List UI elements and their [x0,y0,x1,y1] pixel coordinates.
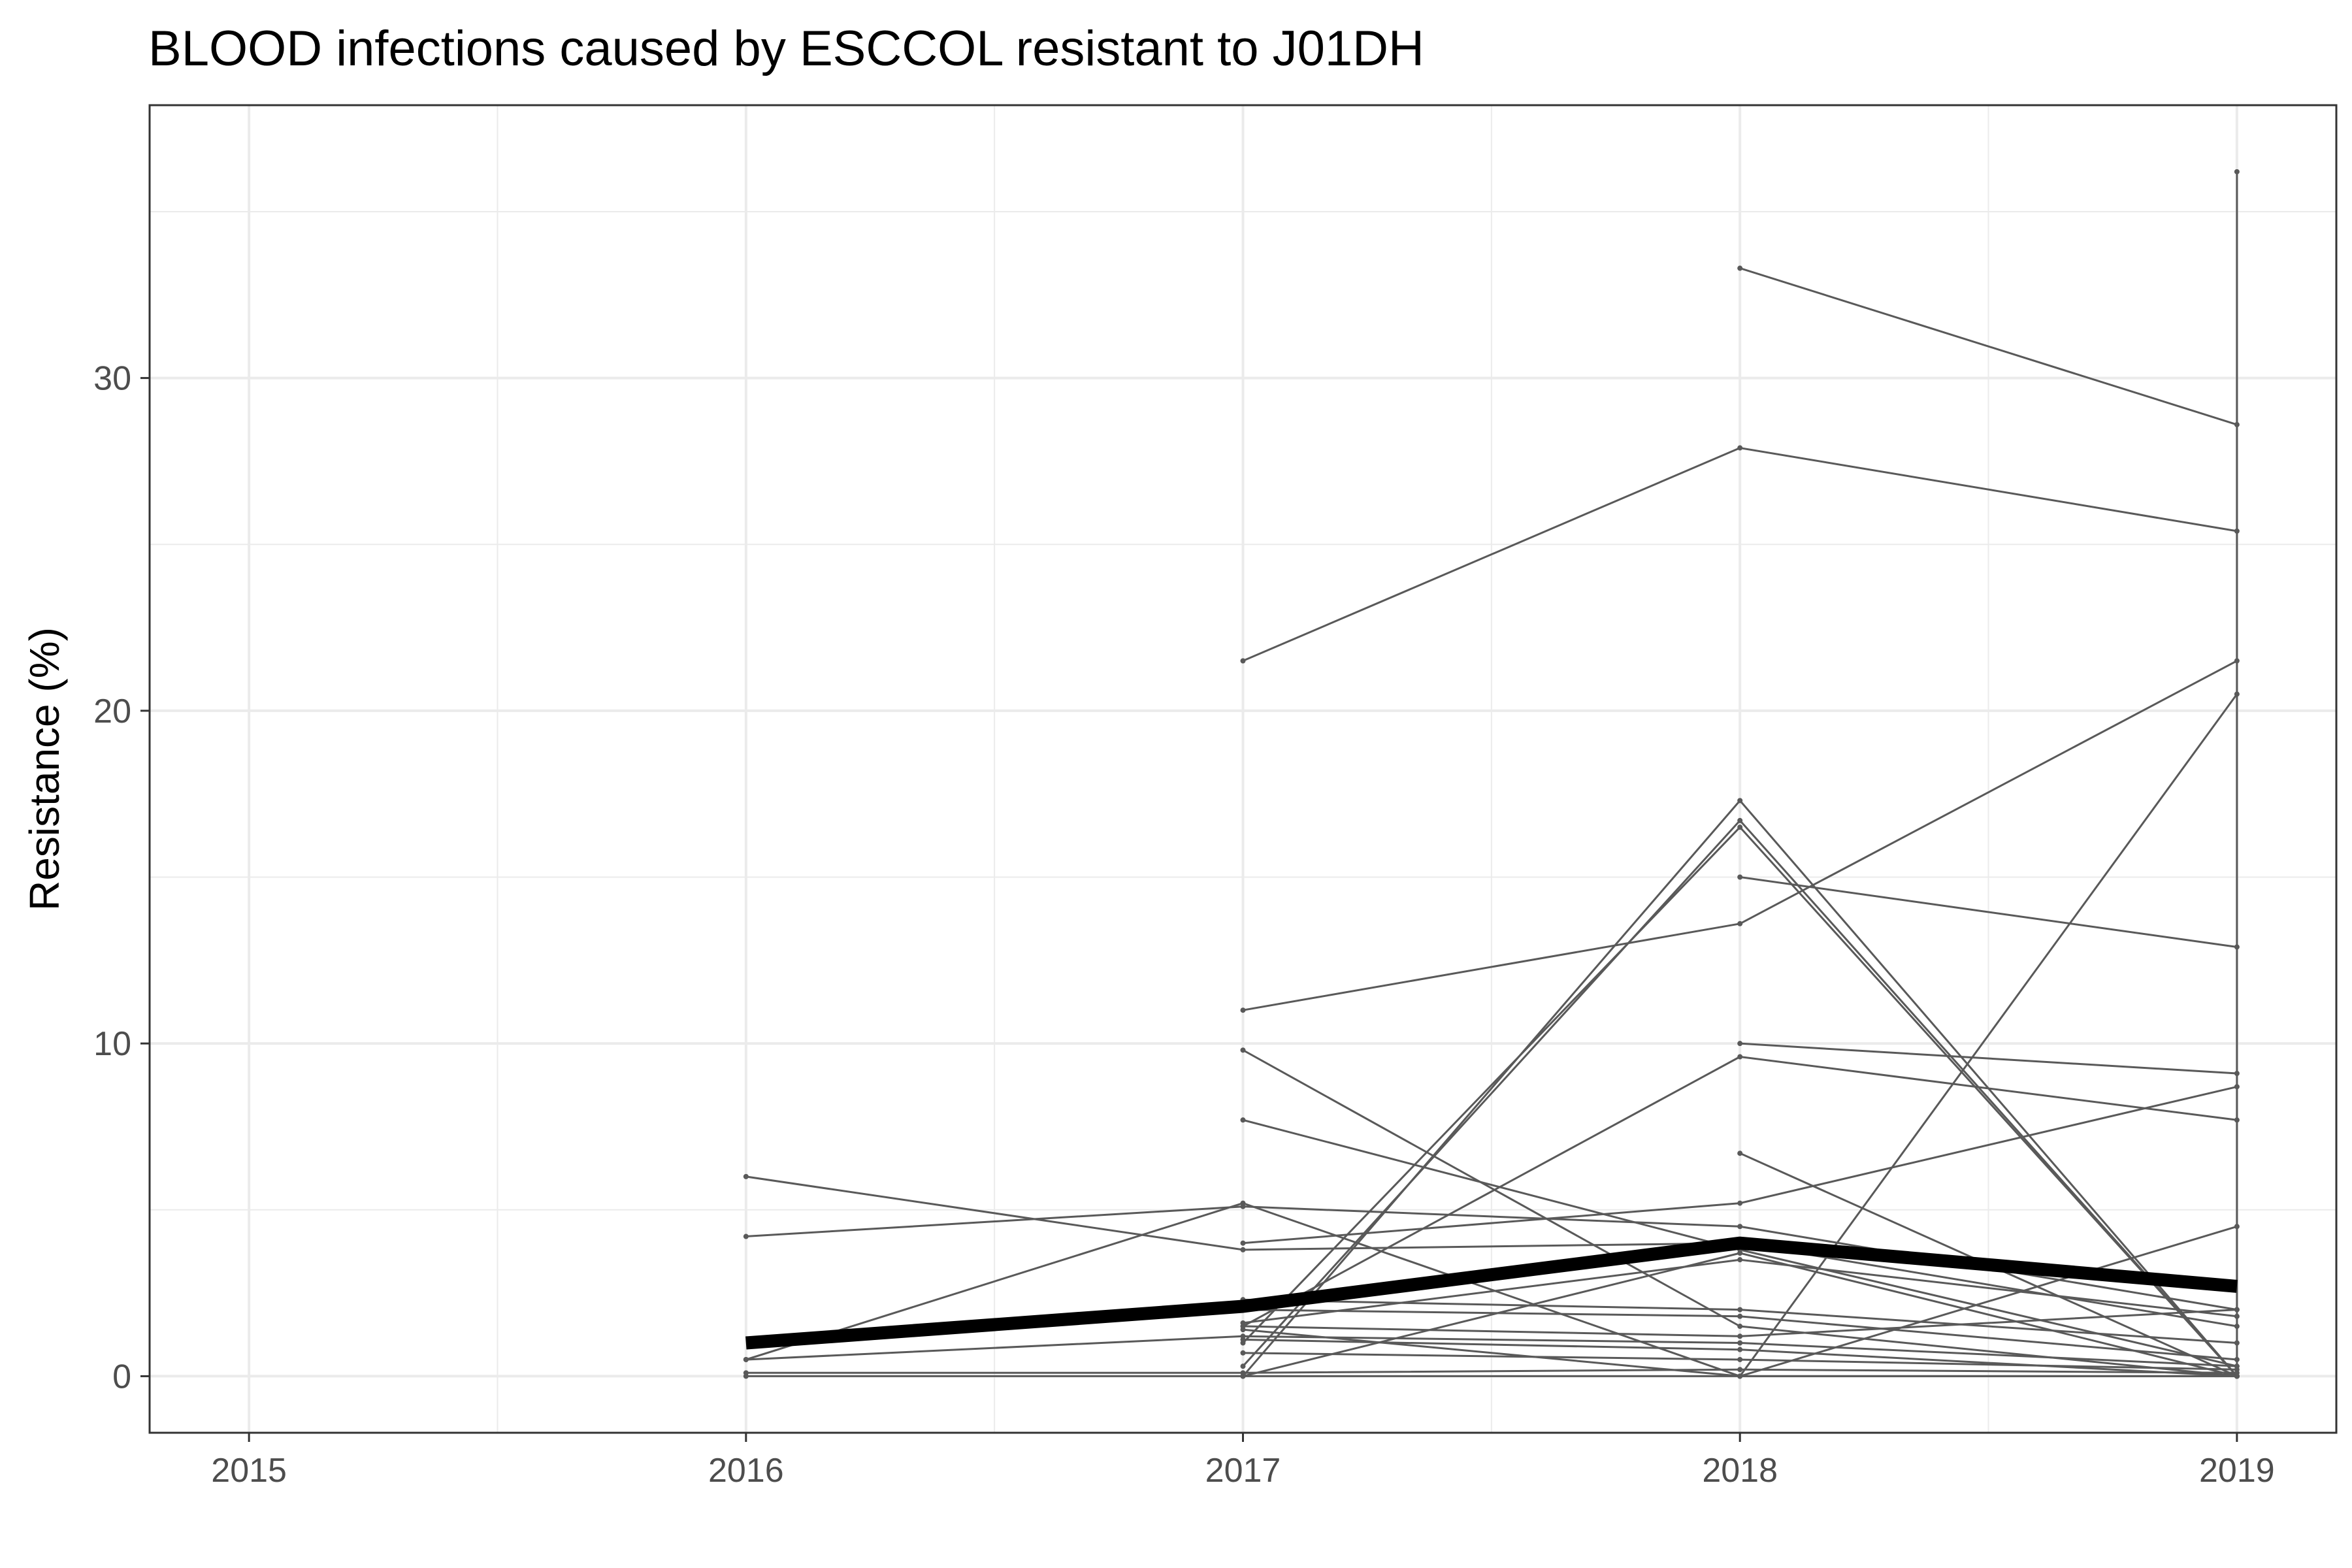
y-axis: 0 10 20 30 [93,360,150,1396]
x-tick-label: 2019 [2199,1452,2275,1490]
y-tick-label: 30 [93,360,131,398]
series-point [2234,169,2240,174]
series-point [1737,1324,1743,1330]
series-point [1737,874,1743,880]
series-line [1739,693,2238,1377]
y-tick-label: 20 [93,693,131,730]
thin-series-group [743,169,2240,1379]
series-point [1737,1224,1743,1230]
series-point [1737,798,1743,804]
x-tick-label: 2016 [708,1452,784,1490]
series-point [1737,1313,1743,1319]
series-line [1740,1042,2237,1075]
series-point [1737,1200,1743,1206]
series-point [1240,1200,1246,1206]
y-tick-label: 10 [93,1025,131,1063]
series-point [1737,445,1743,451]
series-line [1739,876,2238,948]
series-point [1737,1333,1743,1339]
series-point [1240,1324,1246,1330]
series-point [2234,1373,2240,1379]
series-point [1737,1151,1743,1156]
plot-panel [148,104,2338,1434]
series-point [1737,1347,1743,1352]
series-point [743,1173,749,1179]
x-axis: 2015 2016 2017 2018 2019 [211,1433,2275,1490]
series-point [1737,1340,1743,1346]
series-point [1737,1257,1743,1263]
series-point [1737,1054,1743,1060]
series-point [1240,1047,1246,1053]
series-point [1240,1337,1246,1343]
series-point [1737,1041,1743,1047]
series-point [1737,825,1743,830]
series-point [743,1233,749,1239]
series-line [745,1175,2238,1328]
series-point [1240,1117,1246,1123]
x-tick-label: 2018 [1702,1452,1778,1490]
series-point [743,1356,749,1362]
series-point [1737,1307,1743,1313]
series-point [1240,1350,1246,1356]
series-point [1737,1250,1743,1256]
series-point [1737,1373,1743,1379]
series-point [1240,1007,1246,1013]
series-point [1737,817,1743,823]
mean-line [745,1236,2238,1350]
series-point [1240,1247,1246,1252]
series-point [1240,1364,1246,1369]
series-point [1737,1356,1743,1362]
series-point [1240,1370,1246,1376]
series-line [745,1368,2237,1374]
x-tick-label: 2015 [211,1452,287,1490]
series-point [1240,1240,1246,1246]
x-tick-label: 2017 [1205,1452,1281,1490]
series-point [1240,658,1246,664]
series-line [745,1335,2237,1367]
series-point [1737,921,1743,926]
y-tick-label: 0 [112,1358,131,1396]
chart-title: BLOOD infections caused by ESCCOL resist… [148,21,1424,76]
y-axis-title: Resistance (%) [21,627,68,911]
mean-series-group [745,1236,2238,1350]
series-point [1737,265,1743,271]
series-point [1737,1367,1743,1373]
series-line [1739,267,2238,426]
series-point [743,1370,749,1376]
